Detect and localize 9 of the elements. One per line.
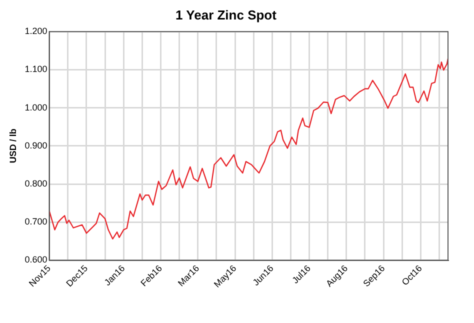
y-tick-label: 0.700	[24, 216, 48, 227]
y-tick-label: 1.000	[24, 102, 48, 112]
y-tick-label: 0.900	[24, 140, 48, 150]
y-tick-label: 1.100	[24, 64, 48, 74]
chart-title: 1 Year Zinc Spot	[176, 7, 278, 22]
y-axis-title: USD / lb	[8, 128, 18, 164]
y-tick-label: 0.600	[24, 254, 48, 265]
y-tick-label: 0.800	[24, 178, 48, 189]
y-tick-label: 1.200	[24, 26, 48, 36]
